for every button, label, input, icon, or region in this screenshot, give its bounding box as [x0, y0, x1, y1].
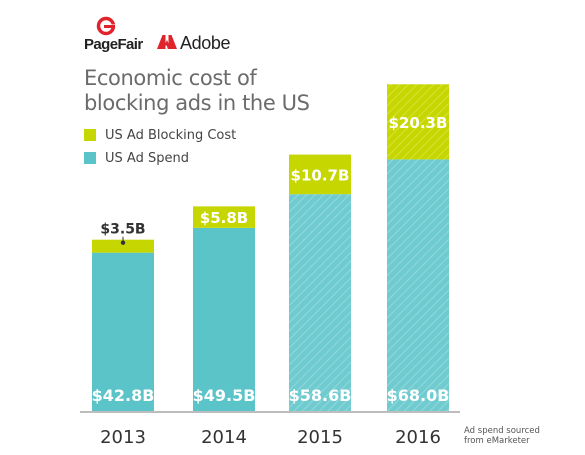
pagefair-wordmark: PageFair: [84, 36, 143, 53]
pagefair-logo: PageFair: [84, 16, 144, 53]
legend-swatch-spend: [84, 152, 96, 164]
legend-label-blocking: US Ad Blocking Cost: [105, 127, 237, 143]
legend-label-spend: US Ad Spend: [105, 150, 189, 166]
legend-swatch-blocking: [84, 129, 96, 141]
callout-dot-2013: [120, 240, 126, 245]
legend-item-spend: US Ad Spend: [84, 150, 189, 166]
data-label-blocking-2016: $20.3B: [389, 114, 448, 132]
adobe-icon: [157, 35, 177, 49]
data-label-blocking-2014: $5.8B: [200, 209, 248, 227]
data-label-spend-2015: $58.6B: [289, 386, 352, 405]
data-label-spend-2016: $68.0B: [387, 386, 450, 405]
x-tick-label-2014: 2014: [201, 427, 247, 448]
source-note-line-2: from eMarketer: [464, 436, 530, 446]
bar-blocking-2015: [289, 154, 351, 195]
chart-title-line-1: Economic cost of: [84, 66, 257, 90]
data-label-spend-2014: $49.5B: [193, 386, 256, 405]
source-note-line-1: Ad spend sourced: [464, 426, 540, 436]
pagefair-icon: [96, 16, 117, 36]
data-label-blocking-2015: $10.7B: [291, 166, 350, 184]
bar-spend-2016: [387, 159, 449, 411]
bar-spend-2014: [193, 227, 255, 411]
adobe-wordmark: Adobe: [180, 33, 230, 53]
adobe-logo: Adobe: [157, 33, 231, 53]
bar-blocking-2016: [387, 84, 449, 160]
bar-blocking-2014: [193, 206, 255, 228]
bar-blocking-2013: [92, 239, 154, 253]
bar-spend-2013: [92, 252, 154, 411]
legend-item-blocking: US Ad Blocking Cost: [84, 127, 236, 143]
x-tick-label-2013: 2013: [100, 427, 146, 448]
bar-spend-2015: [289, 194, 351, 411]
x-tick-label-2016: 2016: [395, 427, 441, 448]
chart-title-line-2: blocking ads in the US: [84, 91, 310, 115]
data-label-spend-2013: $42.8B: [92, 386, 155, 405]
data-label-blocking-2013: $3.5B: [100, 222, 145, 238]
logos: PageFair Adobe: [84, 16, 231, 53]
x-tick-label-2015: 2015: [297, 427, 343, 448]
